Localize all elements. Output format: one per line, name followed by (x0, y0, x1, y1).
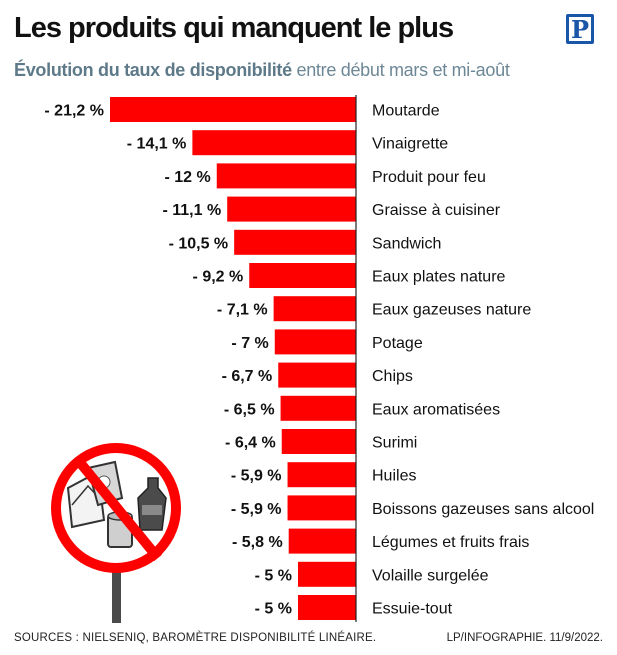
bar-6 (249, 263, 356, 288)
bar-5 (234, 229, 356, 255)
value-label-6: - 9,2 % (193, 269, 244, 286)
bar-4 (227, 196, 356, 222)
chart-title: Les produits qui manquent le plus (14, 12, 454, 44)
bar-9 (278, 362, 356, 388)
bar-11 (281, 429, 356, 454)
category-label-8: Potage (372, 335, 423, 352)
category-label-16: Essuie-tout (372, 601, 453, 618)
value-label-10: - 6,5 % (224, 401, 275, 418)
category-label-14: Légumes et fruits frais (372, 534, 529, 551)
value-label-12: - 5,9 % (231, 468, 282, 485)
category-label-9: Chips (372, 368, 413, 385)
category-label-4: Graisse à cuisiner (372, 202, 501, 219)
value-label-5: - 10,5 % (169, 235, 229, 252)
bar-13 (287, 495, 356, 521)
category-label-3: Produit pour feu (372, 169, 486, 186)
bar-16 (297, 595, 356, 620)
subtitle-rest: entre début mars et mi-août (291, 60, 510, 80)
value-label-4: - 11,1 % (162, 202, 221, 219)
category-label-6: Eaux plates nature (372, 269, 506, 286)
bar-7 (273, 296, 356, 322)
bag-icon (86, 460, 124, 507)
bar-15 (297, 561, 356, 587)
credit-note: LP/INFOGRAPHIE. 11/9/2022. (446, 632, 603, 644)
prohibition-sign-illustration (51, 443, 181, 623)
sign-pole (112, 555, 121, 623)
category-label-5: Sandwich (372, 235, 441, 252)
value-label-7: - 7,1 % (217, 302, 268, 319)
value-label-1: - 21,2 % (44, 103, 104, 120)
publisher-logo: P (566, 14, 594, 44)
bar-1 (110, 97, 356, 122)
bar-10 (280, 395, 356, 421)
bar-12 (287, 462, 356, 488)
category-label-1: Moutarde (372, 103, 440, 120)
category-label-10: Eaux aromatisées (372, 401, 500, 418)
value-label-2: - 14,1 % (127, 136, 187, 153)
value-label-9: - 6,7 % (222, 368, 273, 385)
category-label-2: Vinaigrette (372, 136, 448, 153)
logo-letter: P (570, 15, 590, 44)
category-label-7: Eaux gazeuses nature (372, 302, 531, 319)
value-label-8: - 7 % (231, 335, 268, 352)
bars-group: - 21,2 % Moutarde - 14,1 % Vinaigrette - 12 … (44, 97, 594, 620)
value-label-15: - 5 % (255, 567, 292, 584)
sources-note: SOURCES : NIELSENIQ, BAROMÈTRE DISPONIBI… (14, 632, 377, 644)
bar-2 (192, 130, 356, 156)
value-label-13: - 5,9 % (231, 501, 282, 518)
category-label-13: Boissons gazeuses sans alcool (372, 501, 594, 518)
prohibition-slash (74, 456, 162, 562)
category-label-12: Huiles (372, 468, 416, 485)
value-label-14: - 5,8 % (232, 534, 283, 551)
value-label-11: - 6,4 % (225, 435, 276, 452)
value-label-3: - 12 % (165, 169, 211, 186)
bar-8 (274, 329, 356, 355)
chart-subtitle: Évolution du taux de disponibilité entre… (14, 60, 510, 81)
category-label-15: Volaille surgelée (372, 567, 489, 584)
category-label-11: Surimi (372, 435, 417, 452)
bottle-icon (137, 477, 167, 531)
bar-14 (288, 528, 356, 554)
bar-3 (216, 163, 356, 189)
subtitle-bold: Évolution du taux de disponibilité (14, 60, 292, 80)
value-label-16: - 5 % (255, 601, 292, 618)
